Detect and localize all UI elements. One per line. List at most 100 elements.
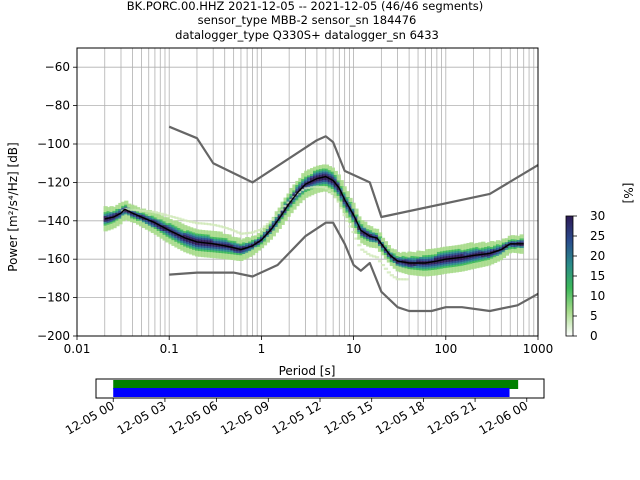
density-cell [466,262,471,265]
density-cell [407,268,412,272]
density-cell [416,269,421,273]
density-cell [138,218,144,221]
density-cell-faint [404,278,409,281]
density-cell [215,244,220,247]
density-cell [469,265,474,268]
density-cell [177,227,182,230]
density-cell [174,224,179,227]
density-cell [259,234,265,237]
density-cell [422,255,427,258]
density-cell [106,222,111,225]
density-cell [428,264,433,267]
density-cell [227,249,232,253]
density-cell [327,179,332,182]
density-cell-faint [124,207,129,210]
density-cell [510,246,515,249]
noise-model-line [168,125,539,219]
density-cell [360,227,365,231]
density-cell [268,224,273,227]
density-cell [327,175,332,178]
colorbar-tick-label: 5 [590,309,598,323]
density-cell [227,234,232,237]
density-cell [212,248,217,251]
density-cell [425,268,430,271]
density-cell [475,258,480,261]
density-cell [192,236,197,239]
density-cell [357,233,362,236]
density-cell [168,238,173,241]
x-tick-label: 0.01 [64,342,91,356]
density-cell [451,259,456,262]
density-cell [351,210,356,213]
density-cell [106,214,111,217]
density-cell [262,233,268,236]
density-cell [330,182,335,186]
density-cell [490,254,495,257]
density-cell [315,188,321,191]
density-cell [221,235,226,238]
density-cell [481,260,486,264]
density-cell [466,242,471,246]
density-cell [487,259,492,262]
density-cell [351,218,356,221]
density-cell [200,247,206,250]
density-cell [192,237,197,241]
density-cell [177,239,182,242]
density-cell [428,252,433,255]
density-cell [463,260,468,264]
density-cell-faint [315,185,321,188]
density-cell [407,261,412,264]
density-cell [372,243,377,247]
density-cell [103,229,108,232]
density-cell-faint [159,212,164,215]
density-cell [354,221,359,225]
density-cell [380,253,386,256]
density-cell [186,233,191,237]
density-cell [404,258,409,261]
density-cell [224,237,229,241]
density-cell [413,269,418,272]
density-cell [366,236,371,239]
density-cell-faint [251,231,256,234]
density-cell [419,270,424,273]
density-cell-faint [203,222,209,225]
density-cell [200,243,206,246]
density-cell [416,260,421,263]
density-cell [224,234,229,237]
density-cell [136,218,141,221]
density-cell [218,254,223,257]
density-cell [457,252,462,255]
density-cell [159,230,164,233]
density-cell [428,271,433,275]
density-cell [410,257,415,260]
density-cell [150,219,155,222]
density-cell [265,224,271,228]
density-cell [310,193,315,196]
density-cell [218,243,223,246]
density-cell [174,220,179,223]
density-cell [218,233,223,236]
density-cell-faint [236,231,241,234]
density-cell [289,191,294,194]
density-cell [197,231,203,234]
density-cell [466,248,471,251]
timeline-tick-label: 12-05 15 [321,398,375,437]
density-cell [357,220,362,223]
density-cell [321,177,327,181]
density-cell [165,226,170,230]
density-cell [286,206,291,210]
density-cell [203,247,209,250]
density-cell [407,272,412,275]
density-cell [200,239,206,242]
density-cell [395,255,400,258]
density-cell [262,243,268,246]
density-cell [271,230,276,233]
density-cell-faint [230,229,235,232]
density-cell [118,210,123,213]
density-cell [519,236,524,239]
density-cell [490,244,495,248]
density-cell [395,261,400,264]
density-cell [457,265,462,269]
density-cell [342,207,347,210]
density-cell [138,224,144,227]
